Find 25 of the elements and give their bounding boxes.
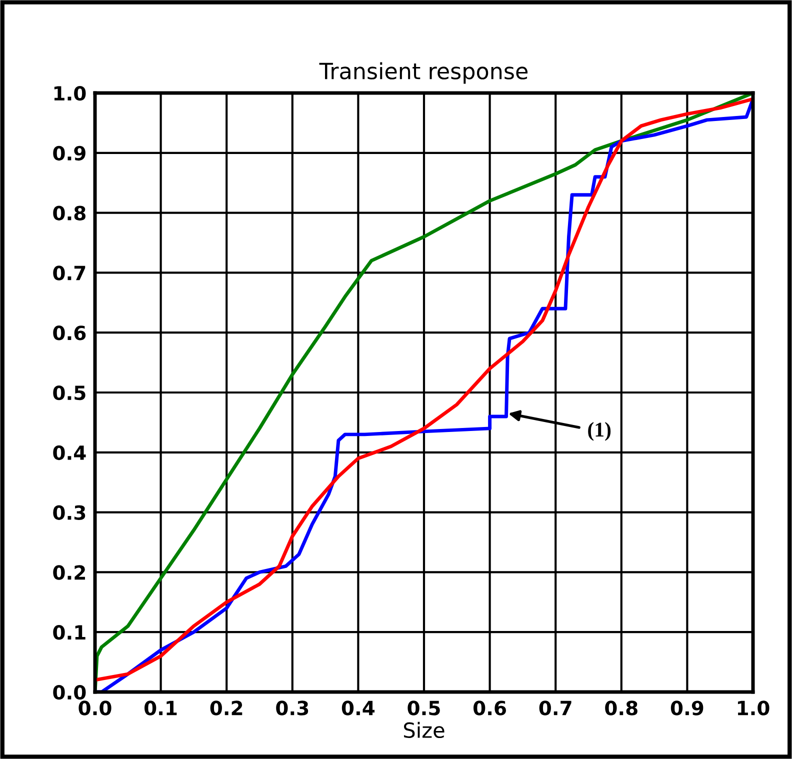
x-tick-label: 0.2 [210, 700, 242, 716]
y-tick-label: 1.0 [54, 86, 86, 101]
y-tick-label: 0.1 [53, 625, 86, 640]
y-tick-label: 0.0 [53, 684, 86, 700]
y-tick-label: 0.8 [53, 206, 86, 220]
y-tick-label: 0.7 [53, 266, 86, 280]
x-tick-label: 0.4 [342, 700, 375, 716]
x-tick-label: 0.7 [539, 700, 572, 716]
x-tick-label: 0.8 [605, 700, 638, 716]
chart-title: Transient response [319, 62, 528, 84]
x-axis-title: Size [404, 722, 444, 738]
x-tick-label: 0.0 [78, 700, 112, 716]
x-tick-label: 1.0 [738, 700, 770, 716]
x-tick-label: 0.5 [408, 700, 440, 716]
y-tick-label: 0.4 [53, 445, 86, 460]
y-tick-label: 0.2 [53, 565, 85, 580]
y-tick-label: 0.9 [53, 146, 86, 161]
y-tick-label: 0.5 [53, 385, 86, 400]
y-tick-label: 0.3 [53, 505, 86, 520]
annotation: (1) [588, 422, 611, 441]
x-tick-label: 0.1 [144, 700, 177, 716]
y-tick-label: 0.6 [53, 326, 86, 340]
x-tick-label: 0.6 [474, 700, 506, 716]
x-tick-label: 0.3 [276, 700, 308, 716]
x-tick-label: 0.9 [670, 700, 704, 716]
